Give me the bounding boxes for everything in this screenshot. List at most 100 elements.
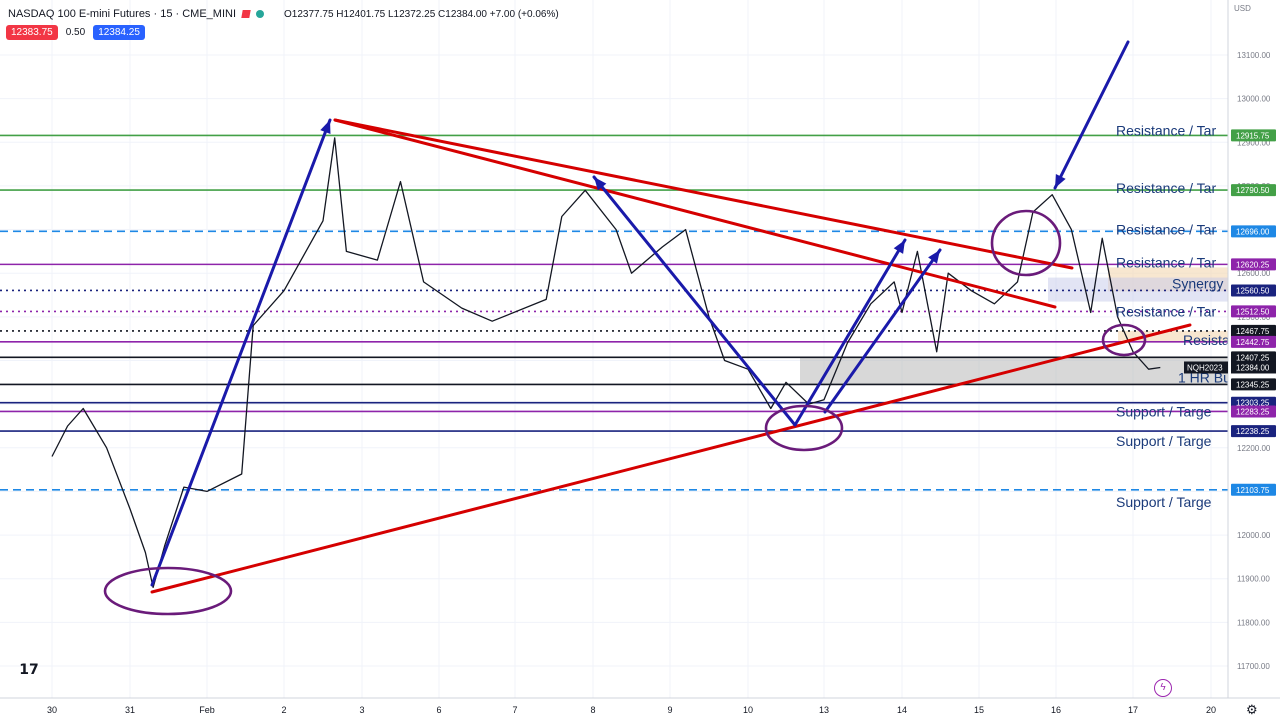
x-tick-label: 8 [590,705,595,715]
level-price-tag[interactable] [1231,225,1276,238]
symbol-label: NQH2023 [1187,363,1223,372]
chart-header: NASDAQ 100 E-mini Futures · 15 · CME_MIN… [8,4,559,24]
currency-label[interactable]: USD [1234,4,1251,13]
lightning-icon[interactable]: ϟ [1154,679,1172,697]
note-resistance-3: Resistance / Tar [1116,221,1216,237]
sell-button[interactable]: 12383.75 [6,25,58,40]
x-tick-label: 6 [436,705,441,715]
x-tick-label: 7 [512,705,517,715]
arrow-up-3-head [928,250,940,264]
level-price-tag[interactable] [1231,351,1276,364]
y-tick-label: 11700.00 [1237,662,1270,671]
level-price-label: 12103.75 [1236,486,1270,495]
level-price-label: 12790.50 [1236,186,1270,195]
level-price-tag[interactable] [1231,258,1276,271]
tradingview-logo-icon[interactable]: 17 [19,662,39,678]
arrow-up-2 [793,238,907,427]
resista-zone [1118,330,1228,342]
high-circle [990,209,1062,277]
level-price-tag[interactable] [1231,324,1276,337]
ohlc-readout: O12377.75 H12401.75 L12372.25 C12384.00 … [284,8,559,20]
y-tick-label: 11800.00 [1237,618,1270,627]
arrow-down-1 [592,175,797,427]
arrow-up-2-head [893,240,905,254]
level-price-label: 12560.50 [1236,286,1270,295]
note-resista: Resista [1183,332,1230,348]
synergy-zone [1048,277,1228,302]
level-price-label: 12345.25 [1236,380,1270,389]
level-price-label: 12407.25 [1236,353,1270,362]
current-price-tag[interactable] [1231,361,1276,374]
market-status-icon [256,10,265,18]
x-tick-label: 2 [281,705,286,715]
note-support-3: Support / Targe [1116,494,1212,510]
y-tick-label: 11900.00 [1237,575,1270,584]
y-tick-label: 12000.00 [1237,531,1271,540]
level-price-tag[interactable] [1231,305,1276,318]
level-price-label: 12696.00 [1236,227,1270,236]
arrow-down-1-head [594,177,607,191]
note-synergy: Synergy [1172,275,1223,291]
trend-line-resistance-upper [333,118,1074,270]
note-resistance-1: Resistance / Tar [1116,122,1216,138]
symbol-title[interactable]: NASDAQ 100 E-mini Futures · 15 · CME_MIN… [8,8,237,20]
x-tick-label: 17 [1128,705,1138,715]
x-tick-label: 3 [359,705,364,715]
level-price-label: 12620.25 [1236,260,1270,269]
level-notes: Resistance / Tar Resistance / Tar Resistan… [1116,122,1231,509]
trend-line-support [150,323,1192,594]
mid-low-circle [764,404,844,452]
level-price-tag[interactable] [1231,483,1276,496]
arrow-down-2 [1053,40,1130,190]
trend-line-resistance-lower [333,118,1057,309]
time-axis[interactable]: 30 31 Feb 2 3 6 7 8 9 10 13 14 15 16 17 20 [0,697,1280,720]
price-line [51,137,1161,589]
current-price-label: 12384.00 [1236,363,1270,372]
level-price-tag[interactable] [1231,425,1276,438]
level-price-tag[interactable] [1231,335,1276,348]
y-tick-label: 13000.00 [1237,95,1271,104]
level-price-tag[interactable] [1231,405,1276,418]
gear-icon[interactable]: ⚙ [1246,702,1258,717]
note-support-2: Support / Targe [1116,433,1212,449]
level-price-label: 12303.25 [1236,399,1270,408]
level-price-tag[interactable] [1231,284,1276,297]
arrow-up-3 [823,248,942,414]
y-tick-label: 12900.00 [1237,138,1271,147]
arrow-down-2-head [1055,174,1066,188]
level-price-label: 12915.75 [1236,131,1270,140]
horizontal-levels [0,134,1228,491]
level-price-label: 12442.75 [1236,338,1270,347]
y-tick-label: 12200.00 [1237,444,1271,453]
highlight-zones [800,267,1228,385]
time-axis-bg [0,698,1280,720]
arrow-up-1-head [320,120,331,134]
note-resistance-4: Resistance / Tar [1116,254,1216,270]
level-price-tag[interactable] [1231,184,1276,197]
y-tick-label: 12600.00 [1237,269,1271,278]
level-price-label: 12283.25 [1236,407,1270,416]
buy-button[interactable]: 12384.25 [93,25,145,40]
x-tick-label: 20 [1206,705,1216,715]
level-price-label: 12512.50 [1236,307,1270,316]
note-resistance-5: Resistance / Tar [1116,303,1216,319]
spread-value: 0.50 [65,27,86,38]
arrow-up-1 [150,118,332,587]
x-tick-label: 10 [743,705,753,715]
level-price-label: 12238.25 [1236,427,1270,436]
symbol-tag[interactable] [1184,361,1228,374]
x-tick-label: 9 [667,705,672,715]
x-tick-label: 16 [1051,705,1061,715]
level-price-tag[interactable] [1231,378,1276,391]
x-tick-label: Feb [199,705,215,715]
low-circle [103,566,233,616]
price-axis[interactable]: 13100.0013000.0012900.0012800.0012700.00… [1184,0,1280,720]
x-tick-label: 14 [897,705,907,715]
flag-icon[interactable] [241,10,251,18]
level-price-tag[interactable] [1231,129,1276,142]
x-tick-label: 15 [974,705,984,715]
x-tick-label: 30 [47,705,57,715]
x-tick-label: 13 [819,705,829,715]
trade-panel: 12383.75 0.50 12384.25 [6,25,145,40]
